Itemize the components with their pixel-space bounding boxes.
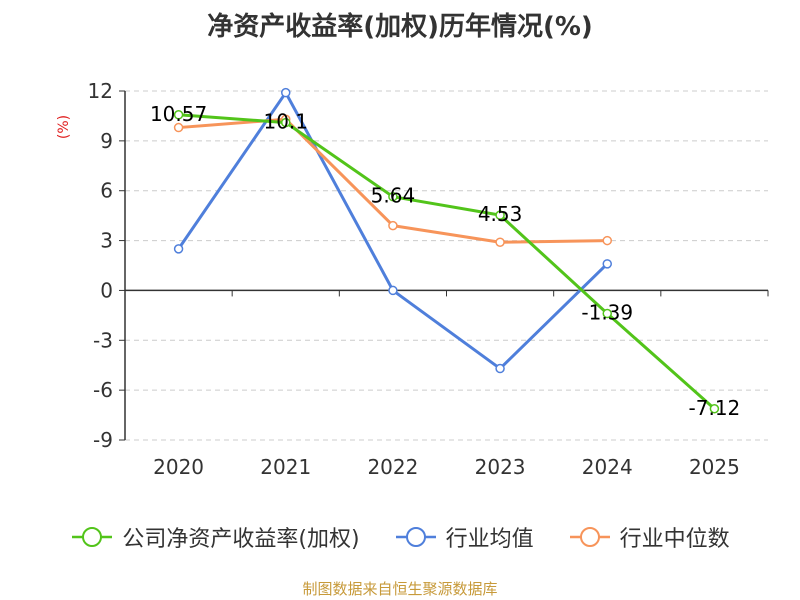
y-tick-label: 9 — [100, 129, 113, 153]
data-point — [281, 117, 291, 128]
y-tick-label: -3 — [93, 328, 113, 352]
data-point — [602, 308, 612, 319]
data-point — [602, 235, 612, 246]
legend-marker-icon — [569, 527, 610, 547]
x-tick-label: 2023 — [475, 455, 526, 479]
data-point — [495, 210, 505, 220]
legend-label: 行业中位数 — [619, 527, 730, 552]
y-tick-label: 0 — [100, 278, 113, 302]
legend: 公司净资产收益率(加权) 行业均值 行业中位数 — [0, 520, 800, 554]
data-point — [388, 285, 398, 296]
y-axis-label: (%) — [56, 115, 72, 139]
series-layer — [173, 87, 720, 414]
data-point — [709, 404, 720, 414]
legend-label: 公司净资产收益率(加权) — [122, 527, 360, 552]
x-tick-label: 2021 — [260, 455, 311, 479]
legend-item[interactable]: 公司净资产收益率(加权) — [70, 521, 360, 553]
data-point — [281, 87, 291, 98]
legend-marker-icon — [395, 527, 436, 547]
data-point — [388, 220, 398, 231]
data-point — [173, 244, 184, 254]
x-tick-label: 2020 — [153, 455, 204, 479]
data-point — [495, 237, 505, 247]
y-tick-label: 6 — [100, 179, 113, 203]
legend-item[interactable]: 行业中位数 — [568, 521, 730, 553]
grid-lines — [125, 90, 768, 441]
y-tick-label: -6 — [93, 378, 113, 402]
data-point — [173, 110, 184, 120]
data-label: 10.1 — [263, 110, 308, 134]
data-label: -1.39 — [581, 301, 633, 325]
axes: 12 9 6 3 0 -3 -6 -9 2020 2021 2022 2023 2024 2025 — [88, 79, 769, 479]
legend-marker-icon — [72, 527, 113, 547]
series-line — [178, 113, 716, 410]
y-tick-label: -9 — [93, 428, 113, 452]
data-point — [495, 363, 505, 374]
data-labels: 10.57 10.1 5.64 4.53 -1.39 -7.12 — [150, 102, 740, 420]
chart-title: 净资产收益率(加权)历年情况(%) — [207, 12, 593, 42]
series-line — [177, 91, 609, 371]
x-tick-label: 2024 — [582, 455, 633, 479]
data-label: -7.12 — [689, 396, 741, 420]
data-point — [602, 259, 612, 269]
source-note: 制图数据来自恒生聚源数据库 — [302, 580, 498, 598]
legend-item[interactable]: 行业均值 — [394, 521, 534, 553]
data-label: 4.53 — [478, 202, 523, 226]
legend-label: 行业均值 — [445, 527, 534, 552]
y-tick-label: 3 — [100, 229, 113, 253]
x-tick-label: 2025 — [689, 455, 740, 479]
line-chart: (%) 12 9 6 3 0 -3 -6 -9 2020 2021 2022 2023 2024 2025… — [56, 79, 769, 479]
data-point — [173, 122, 184, 133]
data-point — [388, 191, 398, 202]
x-tick-label: 2022 — [367, 455, 418, 479]
y-tick-label: 12 — [88, 79, 113, 103]
data-label: 10.57 — [150, 102, 207, 126]
data-label: 5.64 — [371, 184, 416, 208]
